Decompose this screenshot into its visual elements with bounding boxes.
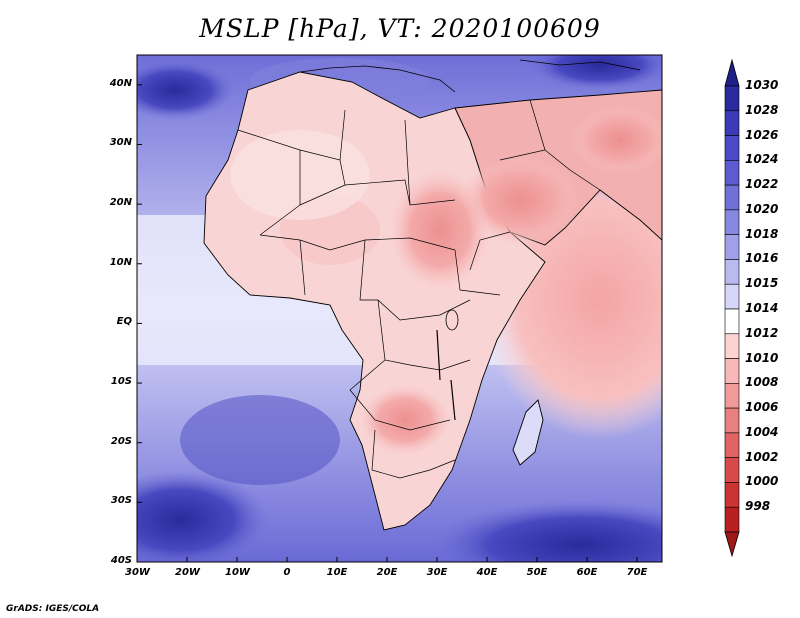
lon-tick-label: 40E <box>476 567 498 578</box>
colorbar-label: 1004 <box>745 424 779 439</box>
colorbar-swatch <box>724 160 740 186</box>
lon-tick-label: 70E <box>626 567 648 578</box>
colorbar-bottom-cap <box>724 531 740 558</box>
colorbar-label: 1014 <box>745 301 779 315</box>
colorbar-label: 1020 <box>745 201 779 216</box>
colorbar-label: 998 <box>745 499 771 514</box>
colorbar-swatch <box>724 209 740 235</box>
lat-tick-label: 40S <box>110 555 132 566</box>
lat-tick-label: 30N <box>109 137 132 149</box>
colorbar-swatch <box>724 432 740 458</box>
madagascar <box>512 399 544 466</box>
colorbar-label: 1024 <box>745 152 779 167</box>
lat-tick-label: 20N <box>109 197 132 209</box>
colorbar-top-cap <box>724 58 740 87</box>
colorbar-swatch <box>724 482 740 508</box>
lon-tick-label: 10E <box>326 567 348 578</box>
colorbar-label: 1006 <box>745 400 779 415</box>
colorbar-swatch <box>724 358 740 384</box>
colorbar-swatch <box>724 110 740 136</box>
lon-tick-label: 0 <box>283 567 291 578</box>
colorbar-swatch <box>724 184 740 211</box>
colorbar-label: 1016 <box>745 251 779 266</box>
colorbar-swatch <box>724 259 740 285</box>
colorbar-label: 1022 <box>745 177 779 192</box>
credit-text: GrADS: IGES/COLA <box>6 604 100 614</box>
lat-tick-label: 40N <box>109 77 132 89</box>
colorbar-swatch <box>724 283 740 310</box>
lon-tick-label: 30E <box>426 567 448 578</box>
colorbar-swatch <box>724 457 740 483</box>
lon-tick-label: 20E <box>376 567 398 578</box>
colorbar-label: 1012 <box>745 325 779 340</box>
lon-tick-label: 30W <box>125 567 150 578</box>
colorbar-swatch <box>724 85 740 112</box>
colorbar-label: 1030 <box>745 78 779 92</box>
colorbar-swatch <box>724 308 740 335</box>
colorbar-label: 1026 <box>745 127 779 142</box>
colorbar-label: 1015 <box>745 276 779 291</box>
lat-tick-label: 10N <box>109 256 132 268</box>
colorbar-label: 1018 <box>745 226 779 241</box>
colorbar-swatch <box>724 407 740 434</box>
colorbar-swatch <box>724 135 740 161</box>
plot-frame <box>136 54 663 563</box>
lon-tick-label: 20W <box>175 567 200 578</box>
colorbar-label: 1008 <box>745 375 779 390</box>
lon-tick-label: 60E <box>576 567 598 578</box>
lon-tick-label: 10W <box>225 567 250 578</box>
colorbar-label: 1028 <box>745 102 779 117</box>
colorbar-label: 1000 <box>745 474 779 489</box>
colorbar-swatch <box>724 234 740 260</box>
lon-tick-label: 50E <box>526 567 548 578</box>
colorbar-swatch <box>724 333 740 359</box>
lat-tick-label: 30S <box>110 495 132 507</box>
colorbar-swatch <box>724 383 740 409</box>
colorbar-swatch <box>724 506 740 533</box>
lat-tick-label: EQ <box>116 316 132 328</box>
colorbar <box>724 58 740 558</box>
lat-tick-label: 20S <box>110 435 132 447</box>
pressure-field <box>137 55 662 562</box>
colorbar-label: 1010 <box>745 350 779 365</box>
country-borders <box>237 99 601 479</box>
map-title: MSLP [hPa], VT: 2020100609 <box>199 14 601 43</box>
colorbar-label: 1002 <box>745 449 779 464</box>
lat-tick-label: 10S <box>110 376 132 388</box>
